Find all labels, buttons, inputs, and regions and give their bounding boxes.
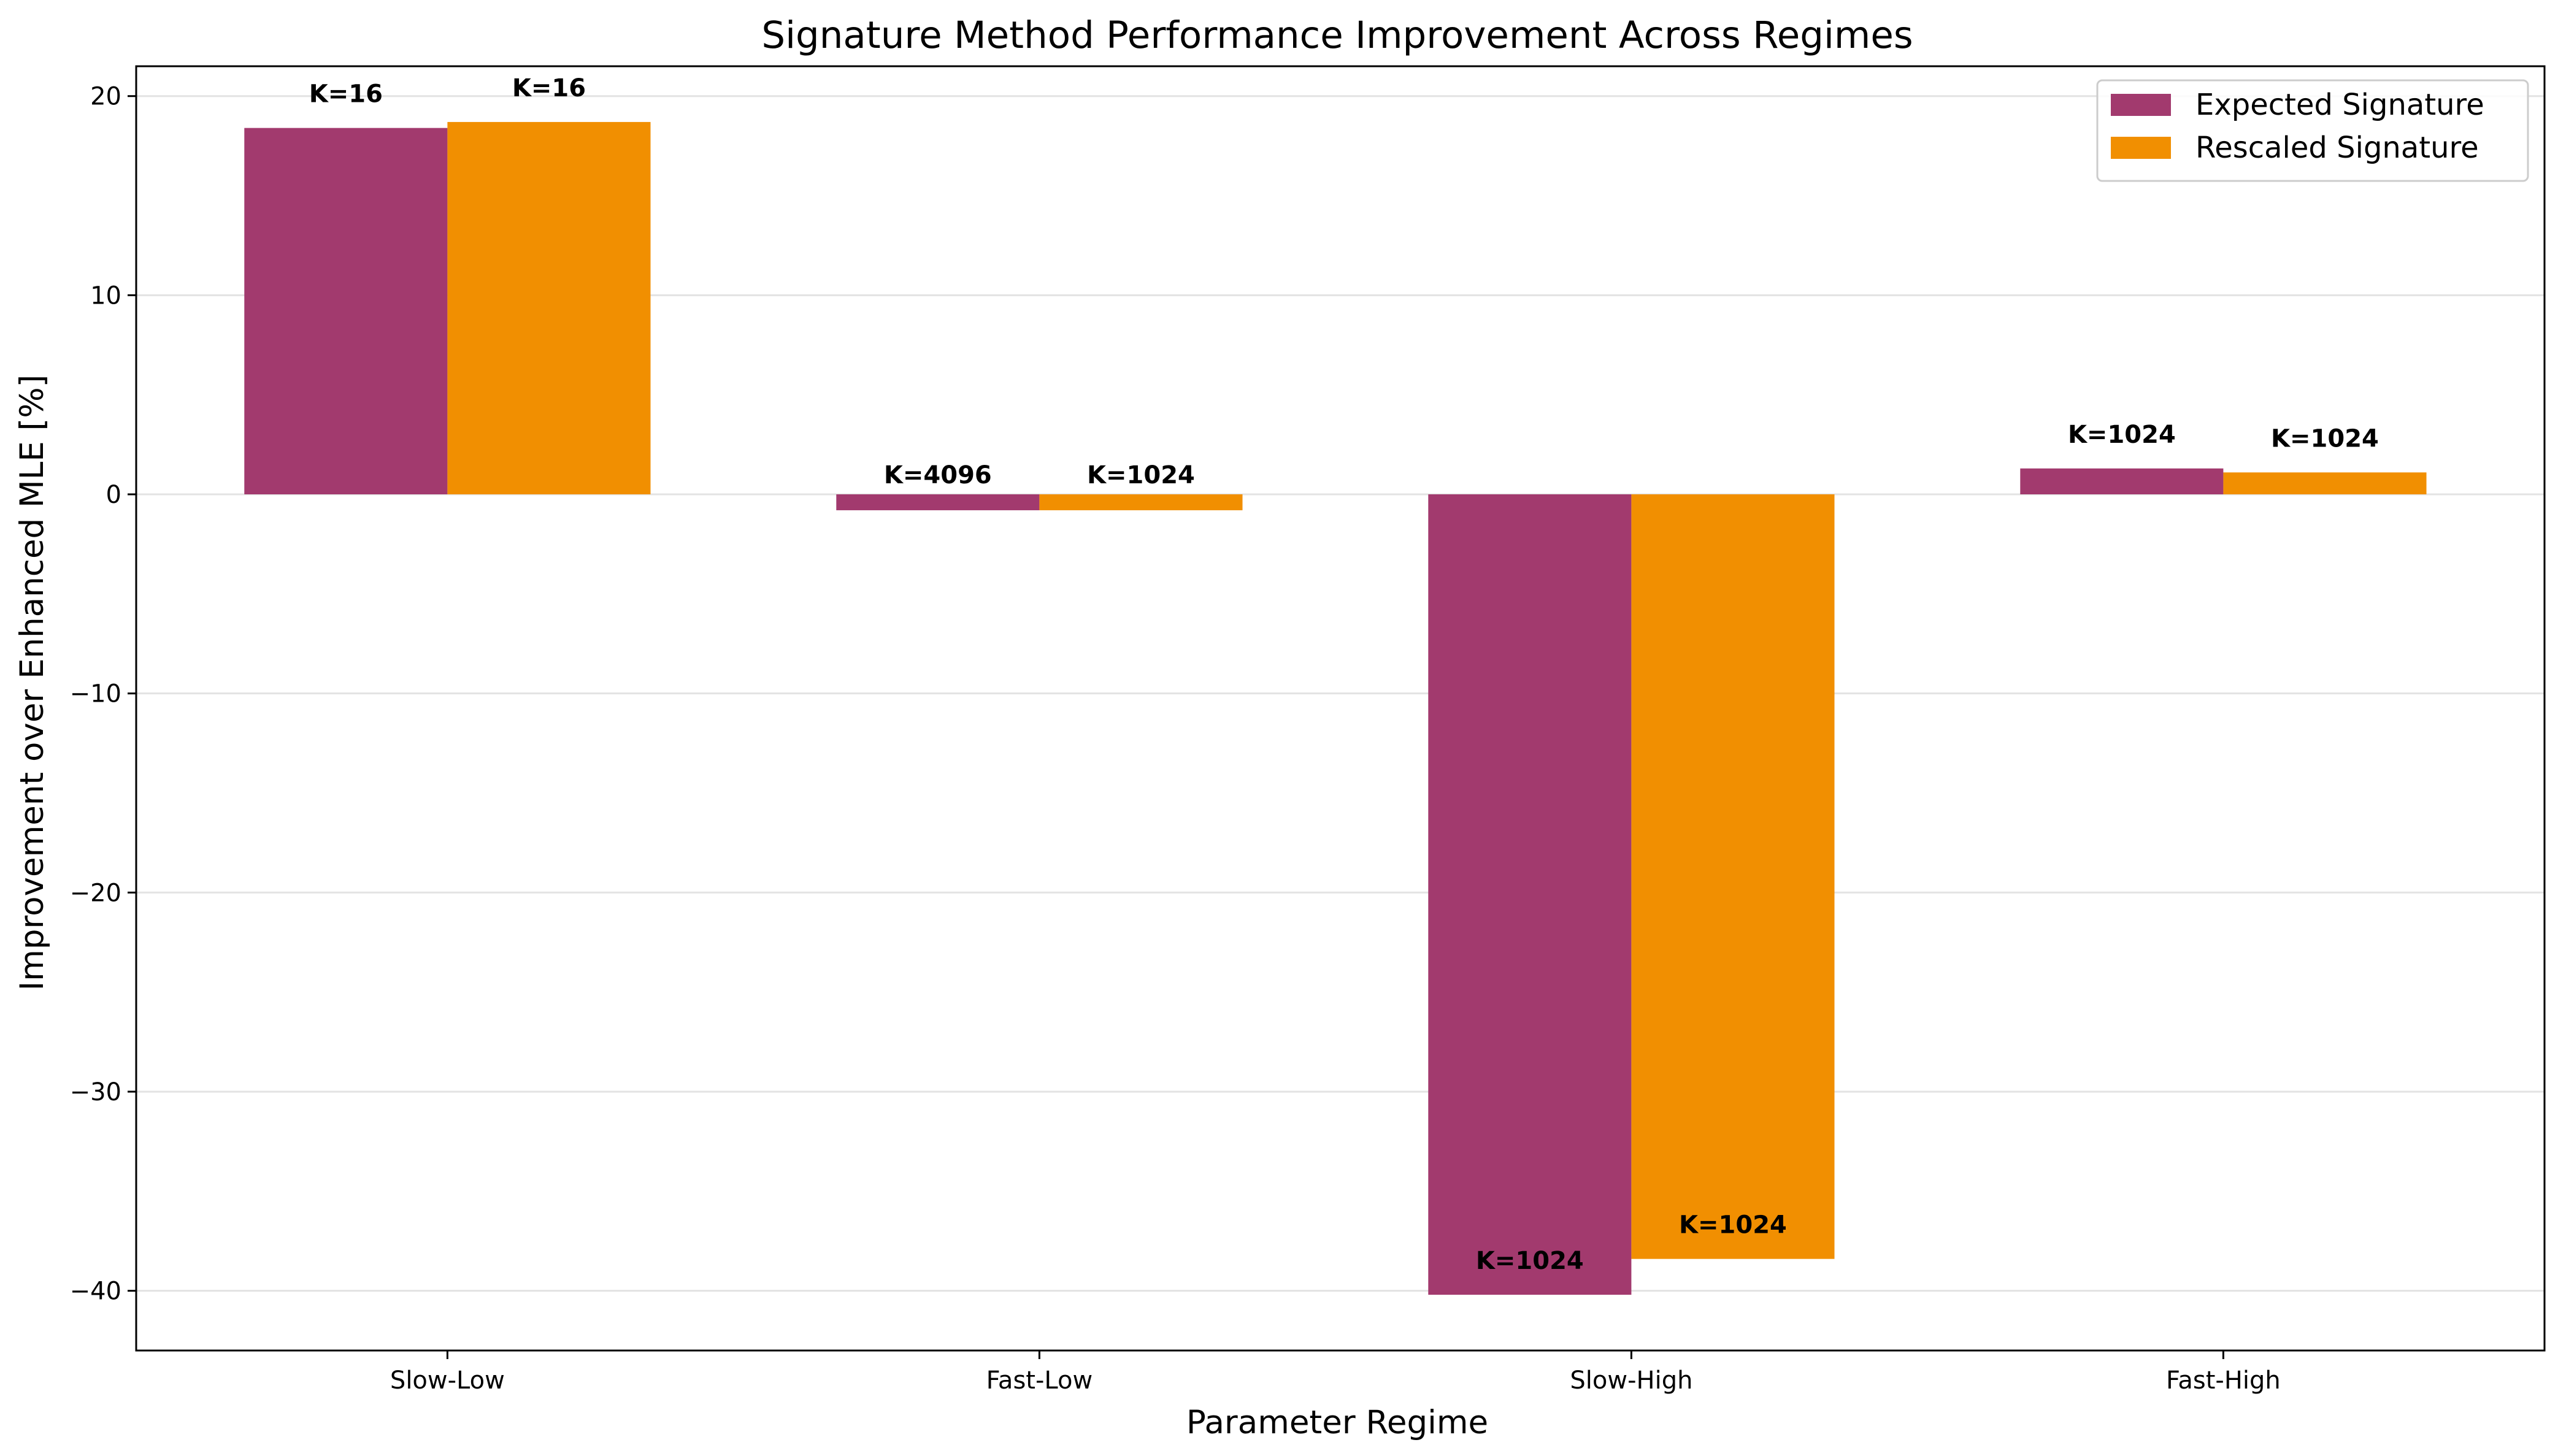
legend: Expected Signature Rescaled Signature [2096,79,2529,182]
bar-expected-signature [1428,494,1632,1295]
bar-expected-signature [2020,468,2224,494]
y-tick-label: 10 [90,282,121,310]
bar-rescaled-signature [2223,472,2427,494]
x-tick-label: Fast-High [2166,1366,2281,1395]
data-label: K=1024 [1087,461,1195,489]
bar-expected-signature [836,494,1040,510]
x-tick-label: Fast-Low [986,1366,1093,1395]
legend-swatch [2111,94,2171,116]
bars [244,121,2427,1295]
bar-expected-signature [244,128,448,495]
y-axis-label: Improvement over Enhanced MLE [%] [13,375,51,991]
y-tick-label: −40 [70,1278,121,1306]
y-tick-label: 20 [90,83,121,111]
x-axis: Slow-Low Fast-Low Slow-High Fast-High [390,1351,2281,1395]
legend-swatch [2111,137,2171,159]
data-label: K=16 [512,74,586,102]
legend-entry: Expected Signature [2195,88,2484,122]
y-axis: 20 10 0 −10 −20 −30 −40 [70,83,136,1306]
x-tick-label: Slow-High [1570,1366,1692,1395]
data-label: K=1024 [2068,421,2176,449]
bar-rescaled-signature [1631,494,1835,1259]
data-label: K=1024 [1679,1211,1787,1240]
bar-rescaled-signature [1039,494,1243,510]
data-label: K=1024 [2271,424,2379,453]
y-tick-label: 0 [106,481,121,509]
bar-rescaled-signature [447,121,651,494]
y-tick-label: −20 [70,879,121,907]
plot-frame [135,65,2546,1352]
y-tick-label: −10 [70,680,121,708]
data-label: K=16 [309,80,383,109]
x-axis-label: Parameter Regime [1186,1404,1488,1441]
y-tick-label: −30 [70,1078,121,1106]
chart-title: Signature Method Performance Improvement… [761,13,1913,57]
data-label: K=4096 [884,461,992,489]
data-label: K=1024 [1476,1247,1584,1275]
data-labels: K=16 K=4096 K=1024 K=1024 K=16 K=1024 K=1024 K=… [309,74,2379,1275]
x-tick-label: Slow-Low [390,1366,505,1395]
legend-entry: Rescaled Signature [2195,131,2479,165]
legend-box [2096,79,2529,182]
